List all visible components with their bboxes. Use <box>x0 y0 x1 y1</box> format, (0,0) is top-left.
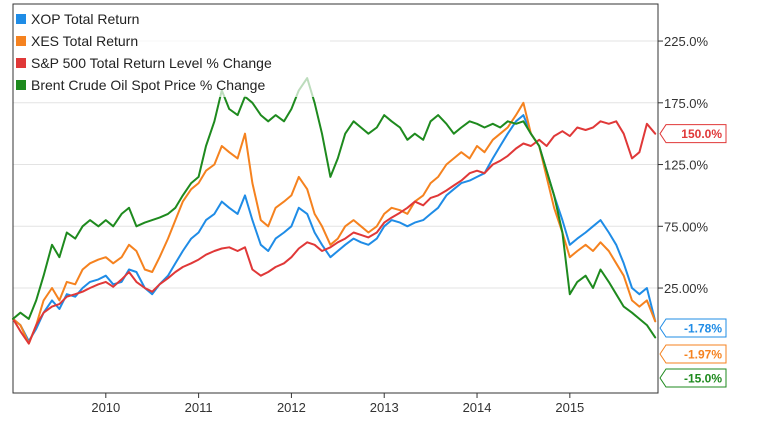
series-line-3 <box>12 77 657 339</box>
end-value-label: -1.97% <box>684 348 722 362</box>
y-axis-ticks: 25.00% 75.00% 125.0% 175.0% 225.0% <box>658 34 709 296</box>
series-lines <box>12 77 657 345</box>
end-label-box <box>659 318 727 338</box>
end-value-label: 150.0% <box>681 127 722 141</box>
legend-label: S&P 500 Total Return Level % Change <box>31 55 272 71</box>
end-value-labels: 150.0% -1.78% -1.97% -15.0% <box>659 124 727 388</box>
legend-label: Brent Crude Oil Spot Price % Change <box>31 77 265 93</box>
legend-swatch <box>16 36 26 46</box>
x-tick-label: 2012 <box>277 400 306 415</box>
legend: XOP Total Return XES Total Return S&P 500 … <box>14 7 330 97</box>
y-tick-label: 175.0% <box>664 96 709 111</box>
y-tick-label: 125.0% <box>664 158 709 173</box>
x-tick-label: 2015 <box>555 400 584 415</box>
y-tick-label: 225.0% <box>664 34 709 49</box>
x-axis-ticks: 2010 2011 2012 2013 2014 2015 <box>91 393 584 415</box>
legend-swatch <box>16 14 26 24</box>
series-line-2 <box>12 120 657 345</box>
y-tick-label: 25.00% <box>664 281 709 296</box>
legend-label: XOP Total Return <box>31 11 139 27</box>
end-value-label: -15.0% <box>684 372 722 386</box>
legend-label: XES Total Return <box>31 33 138 49</box>
x-tick-label: 2010 <box>91 400 120 415</box>
legend-background <box>14 7 330 97</box>
end-label-box <box>659 124 727 144</box>
plot-frame <box>12 3 659 394</box>
legend-swatch <box>16 58 26 68</box>
end-label-box <box>659 344 727 364</box>
x-tick-label: 2011 <box>185 400 213 415</box>
end-value-label: -1.78% <box>684 322 722 336</box>
x-tick-label: 2014 <box>463 400 492 415</box>
legend-swatch <box>16 80 26 90</box>
y-tick-label: 75.00% <box>664 219 709 234</box>
x-tick-label: 2013 <box>370 400 399 415</box>
series-line-1 <box>12 101 657 345</box>
end-label-box <box>659 368 727 388</box>
